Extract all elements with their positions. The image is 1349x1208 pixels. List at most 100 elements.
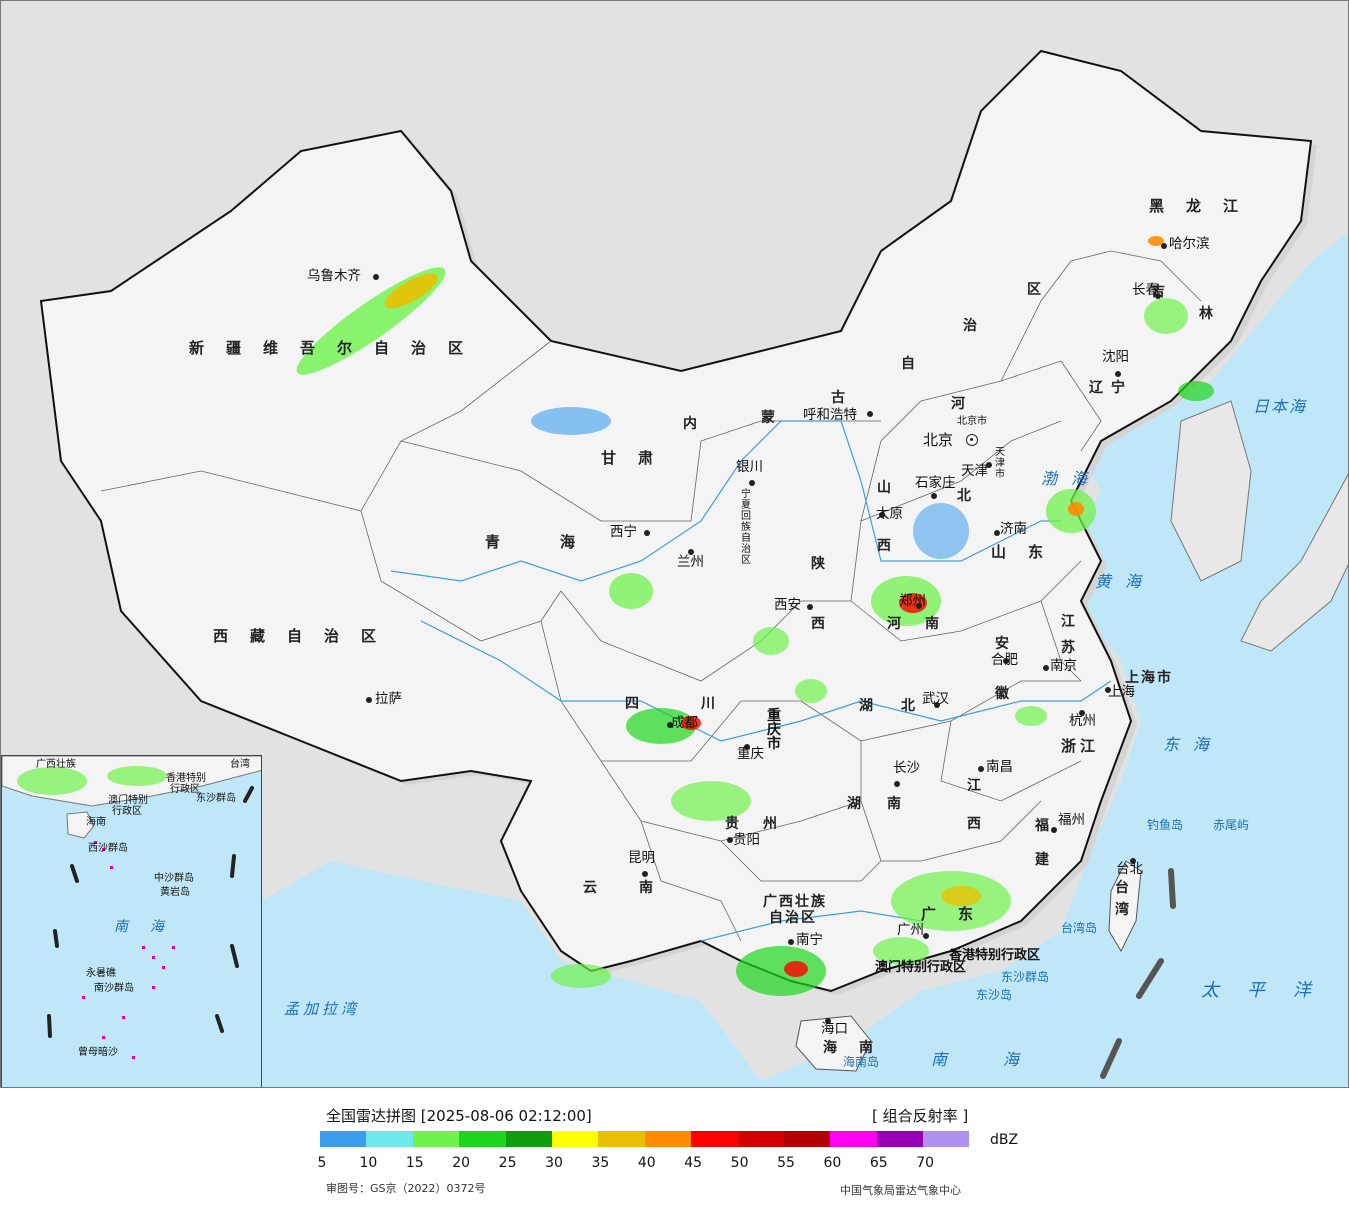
label-dongshadao: 东沙岛: [976, 988, 1013, 1002]
city-dot-taiyuan: [879, 512, 885, 518]
region-neimeng-6: 区: [1027, 282, 1049, 298]
region-hebei-2: 北: [957, 488, 979, 504]
province-borders: [100, 250, 1202, 942]
city-tianjin: 天津: [961, 463, 988, 479]
region-guizhou-1: 贵: [725, 816, 747, 832]
city-nanchang: 南昌: [986, 759, 1013, 775]
region-guangdong: 广东: [921, 905, 996, 923]
sea-west: [261, 861, 561, 1087]
color-bar-tick-label: 70: [916, 1155, 935, 1171]
color-bar-tick-label: 60: [823, 1155, 842, 1171]
color-bar-segment: [691, 1131, 738, 1147]
city-lanzhou: 兰州: [677, 554, 704, 570]
color-bar-tick-label: 10: [359, 1155, 378, 1171]
city-dot-xian: [807, 604, 813, 610]
city-dot-harbin: [1161, 243, 1167, 249]
region-gansu: 甘肃: [601, 449, 676, 467]
map-title: 全国雷达拼图 [2025-08-06 02:12:00]: [326, 1107, 592, 1125]
sea-huanghai: 黄海: [1095, 572, 1156, 591]
color-bar-segment: [783, 1131, 831, 1147]
color-bar-tick-label: 20: [452, 1155, 471, 1171]
region-guizhou-2: 州: [763, 816, 785, 832]
city-dot-haikou: [825, 1018, 831, 1024]
region-tianjin: 天津市: [995, 447, 1005, 480]
city-dot-jinan: [994, 530, 1000, 536]
region-hebei-1: 河: [951, 396, 973, 412]
region-sichuan-1: 四: [625, 696, 647, 712]
color-bar-tick-label: 65: [869, 1155, 888, 1171]
radar-map: 广西壮族 海南 台湾 香港特别 行政区 澳门特别 行政区 东沙群岛 西沙群岛 中…: [0, 0, 1349, 1088]
city-dot-yinchuan: [749, 480, 755, 486]
inset-label-xisha: 西沙群岛: [88, 843, 128, 854]
sea-taipingyang: 太平洋: [1201, 980, 1339, 1001]
region-liaoning-1: 辽: [1089, 380, 1111, 396]
color-bar-tick-label: 30: [545, 1155, 563, 1171]
region-hongkong: 香港特别行政区: [949, 948, 1041, 963]
map-svg: [39, 49, 1348, 1087]
review-number: 审图号：GS京（2022）0372号: [326, 1182, 486, 1195]
city-dot-taibei: [1130, 858, 1136, 864]
region-jiangxi-1: 江: [967, 778, 989, 794]
city-dot-guangzhou: [923, 933, 929, 939]
region-shandong: 山东: [991, 543, 1066, 561]
city-urumqi: 乌鲁木齐: [307, 268, 361, 284]
sea-donghai: 东海: [1163, 735, 1224, 754]
city-wuhan: 武汉: [922, 691, 949, 707]
city-changchun: 长春: [1132, 282, 1159, 298]
color-bar-tick-label: 35: [591, 1155, 610, 1171]
city-dot-guiyang: [727, 837, 733, 843]
region-hainan-2: 南: [859, 1040, 881, 1056]
city-chongqing: 重庆: [737, 746, 764, 762]
color-bar: [320, 1131, 970, 1147]
region-hainan-1: 海: [823, 1040, 845, 1056]
korea-japan: [1170, 400, 1252, 582]
region-jiangsu-2: 苏: [1061, 640, 1083, 656]
region-chongqing: 重庆市: [767, 708, 785, 752]
color-bar-segment: [505, 1131, 552, 1147]
city-dot-nanjing: [1043, 665, 1049, 671]
region-jilin-2: 林: [1199, 306, 1221, 322]
label-diaoyudao: 钓鱼岛: [1147, 818, 1184, 832]
city-jinan: 济南: [1000, 521, 1027, 537]
city-dot-zhengzhou: [916, 603, 922, 609]
city-fuzhou: 福州: [1058, 812, 1085, 828]
label-dongshaqundao: 东沙群岛: [1001, 970, 1050, 984]
city-dot-lanzhou: [688, 549, 694, 555]
color-bar-tick-label: 40: [637, 1155, 656, 1171]
city-dot-fuzhou: [1051, 827, 1057, 833]
color-bar-segment: [412, 1131, 460, 1147]
city-guiyang: 贵阳: [733, 832, 760, 848]
city-lhasa: 拉萨: [375, 691, 402, 707]
region-henan-2: 南: [925, 616, 947, 632]
city-changsha: 长沙: [893, 760, 920, 776]
inset-label-hainan: 海南: [86, 817, 106, 828]
region-taiwan-2: 湾: [1115, 902, 1137, 918]
city-dot-hohhot: [867, 411, 873, 417]
city-dot-shanghai: [1105, 687, 1111, 693]
nine-dash-line: [1100, 868, 1176, 1079]
label-chiweiyu: 赤尾屿: [1213, 818, 1250, 832]
city-nanning: 南宁: [796, 932, 823, 948]
region-hunan-2: 南: [887, 796, 909, 812]
region-shanxi-1: 山: [877, 480, 899, 496]
inset-label-guangxi: 广西壮族: [36, 759, 76, 770]
label-taiwandao: 台湾岛: [1061, 921, 1098, 935]
capital-symbol-beijing: [966, 434, 978, 446]
region-xizang: 西藏自治区: [213, 627, 399, 645]
taiwan-island: [1108, 860, 1142, 953]
city-dot-wuhan: [934, 702, 940, 708]
region-zhejiang: 浙江: [1061, 737, 1100, 755]
inset-label-nanhai: 南 海: [114, 919, 168, 935]
color-bar-segment: [923, 1131, 970, 1147]
region-guangxi-2: 自治区: [769, 910, 817, 926]
color-bar-segment: [876, 1131, 924, 1147]
region-fujian-1: 福: [1035, 818, 1057, 834]
region-taiwan-1: 台: [1115, 880, 1137, 896]
city-hefei: 合肥: [991, 652, 1018, 668]
city-dot-xining: [644, 530, 650, 536]
region-heilongjiang: 黑龙江: [1149, 197, 1261, 215]
region-neimeng-2: 蒙: [761, 410, 783, 426]
region-shaanxi-2: 西: [811, 616, 833, 632]
city-harbin: 哈尔滨: [1169, 236, 1210, 252]
city-taiyuan: 太原: [876, 506, 903, 522]
